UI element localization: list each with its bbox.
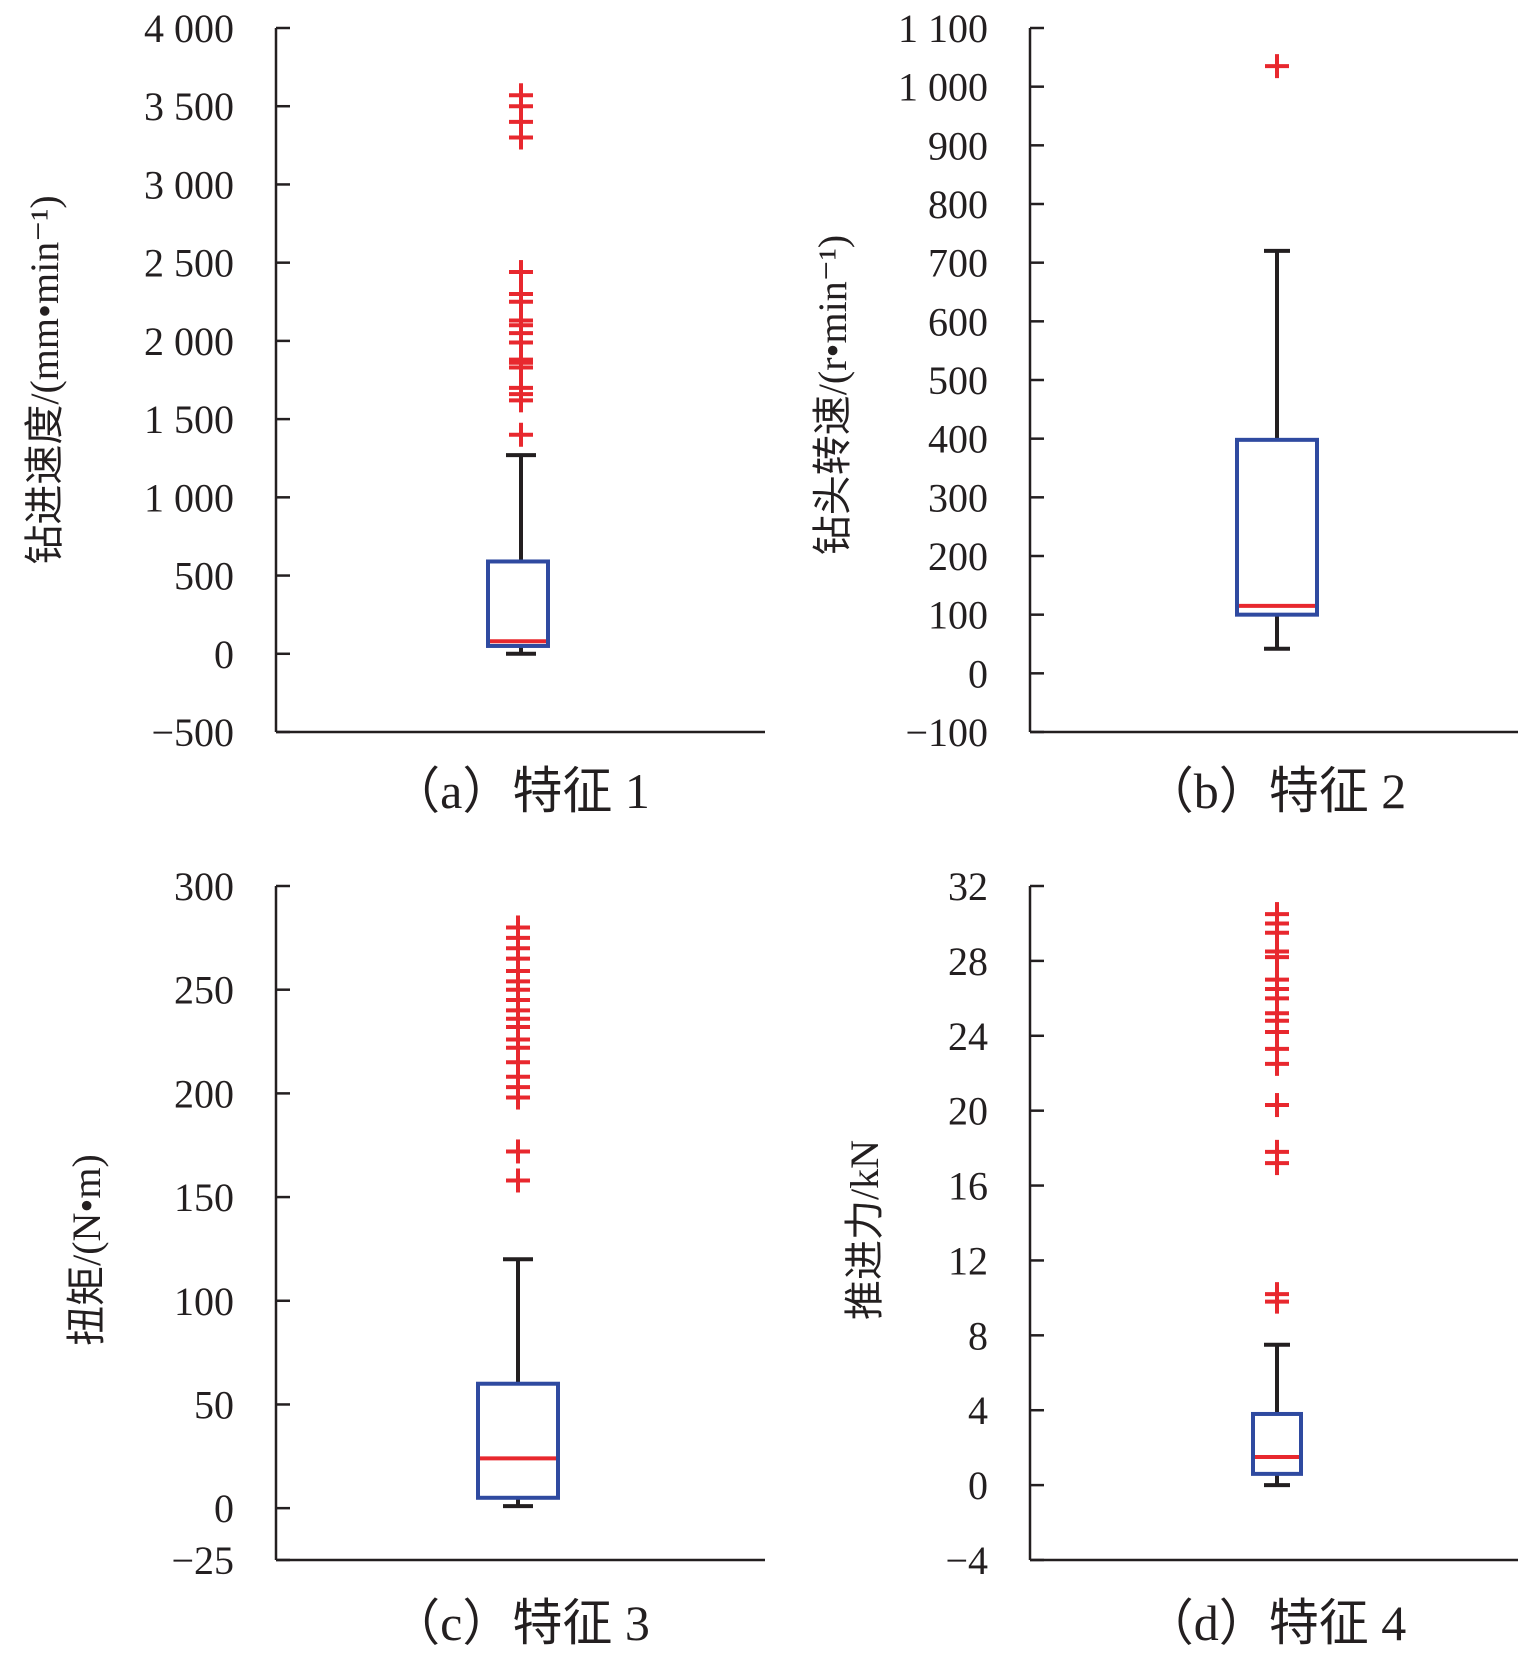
outlier-marker [506, 1139, 530, 1164]
y-axis-title: 钻进速度/(mm•min⁻¹) [22, 195, 67, 564]
y-tick-label: 400 [928, 417, 988, 462]
y-tick-label: 0 [968, 651, 988, 696]
outlier-marker [1265, 967, 1289, 992]
outlier-marker [1265, 902, 1289, 927]
panel-d: −4 0 4 8 12 16 20 24 28 32 推进力/kN （d）特征 4 [842, 864, 1518, 1651]
y-tick-label: −500 [151, 710, 234, 755]
y-tick-label: 1 000 [144, 475, 234, 520]
outlier-marker [506, 915, 530, 940]
y-tick-label: 0 [214, 1486, 234, 1531]
outlier-marker [1265, 1093, 1289, 1118]
y-axis-title: 推进力/kN [842, 1140, 887, 1320]
panel-caption: （c）特征 3 [390, 1595, 650, 1651]
outlier-marker [509, 422, 533, 447]
y-tick-label: 3 500 [144, 84, 234, 129]
y-tick-label: 0 [214, 632, 234, 677]
y-tick-label: 900 [928, 123, 988, 168]
panel-c: −25 0 50 100 150 200 250 300 扭矩/(N•m) （c）特征 3 [64, 864, 765, 1651]
y-tick-label: 2 500 [144, 241, 234, 286]
y-axis-title: 钻头转速/(r•min⁻¹) [810, 235, 855, 555]
outlier-marker [1265, 1282, 1289, 1307]
outlier-marker [1265, 1139, 1289, 1164]
outlier-marker [509, 375, 533, 400]
panel-a: −500 0 500 1 000 1 500 2 000 2 500 3 000 3 500 4 … [22, 6, 765, 819]
outlier-marker [509, 281, 533, 306]
iqr-box [476, 1381, 560, 1500]
y-tick-label: 1 500 [144, 397, 234, 442]
y-tick-label: 300 [928, 475, 988, 520]
y-tick-label: 100 [174, 1279, 234, 1324]
y-tick-label: 4 [968, 1388, 988, 1433]
y-tick-label: 12 [948, 1238, 988, 1283]
y-tick-label: 1 100 [898, 6, 988, 51]
y-tick-label: 20 [948, 1089, 988, 1134]
y-tick-label: 200 [928, 534, 988, 579]
y-tick-label: 50 [194, 1382, 234, 1427]
y-tick-label: 2 000 [144, 319, 234, 364]
iqr-box [1235, 437, 1319, 617]
y-tick-label: 600 [928, 299, 988, 344]
iqr-box [486, 559, 550, 648]
y-axis-title: 扭矩/(N•m) [64, 1154, 109, 1346]
y-tick-label: 500 [928, 358, 988, 403]
outlier-marker [509, 260, 533, 285]
iqr-box [1251, 1411, 1303, 1476]
y-tick-label: −25 [171, 1538, 234, 1583]
outlier-marker [506, 1168, 530, 1193]
panel-caption: （b）特征 2 [1144, 763, 1407, 819]
y-tick-label: 150 [174, 1175, 234, 1220]
y-tick-label: −4 [945, 1538, 988, 1583]
y-tick-label: 32 [948, 864, 988, 909]
y-tick-label: 200 [174, 1071, 234, 1116]
y-tick-label: 4 000 [144, 6, 234, 51]
y-tick-label: 100 [928, 593, 988, 638]
y-tick-label: 300 [174, 864, 234, 909]
y-tick-label: 8 [968, 1313, 988, 1358]
outlier-marker [1265, 54, 1289, 79]
y-tick-label: 500 [174, 554, 234, 599]
y-tick-label: 16 [948, 1164, 988, 1209]
y-tick-label: 0 [968, 1463, 988, 1508]
y-tick-label: 24 [948, 1014, 988, 1059]
outlier-marker [509, 83, 533, 108]
y-tick-label: 3 000 [144, 162, 234, 207]
panel-caption: （a）特征 1 [390, 763, 650, 819]
y-tick-label: 800 [928, 182, 988, 227]
y-tick-label: −100 [905, 710, 988, 755]
y-tick-label: 250 [174, 968, 234, 1013]
y-tick-label: 28 [948, 939, 988, 984]
y-tick-label: 1 000 [898, 65, 988, 110]
panel-caption: （d）特征 4 [1144, 1595, 1407, 1651]
y-tick-label: 700 [928, 241, 988, 286]
